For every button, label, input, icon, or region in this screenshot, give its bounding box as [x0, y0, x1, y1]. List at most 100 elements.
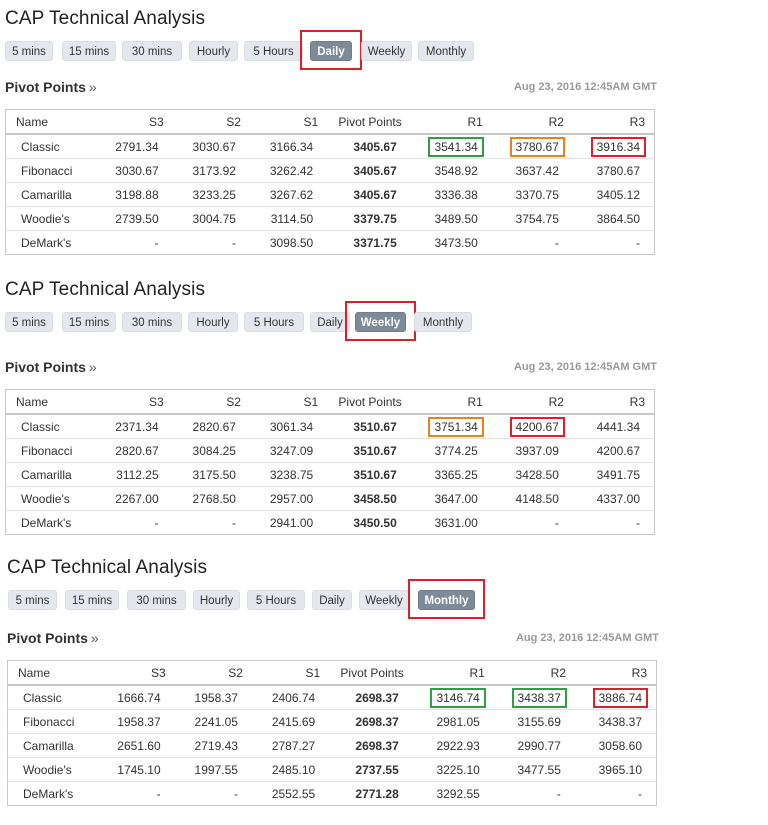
cell-value: 3637.42 [515, 163, 559, 178]
cell-value: 3548.92 [434, 163, 478, 178]
cell-value: 3438.37 [598, 714, 642, 729]
tab-15-mins[interactable]: 15 mins [65, 590, 119, 610]
cell-value: 3450.50 [353, 515, 397, 530]
cell-value: 3477.55 [517, 762, 561, 777]
cell-pivot-points: 3458.50 [327, 486, 411, 511]
pivot-points-heading[interactable]: Pivot Points» [5, 79, 97, 95]
tab-hourly[interactable]: Hourly [189, 41, 238, 61]
cell-value: Camarilla [21, 467, 72, 482]
tab-daily[interactable]: Daily [312, 590, 352, 610]
cell-s2: 2768.50 [172, 486, 250, 511]
tab-daily[interactable]: Daily [310, 312, 350, 332]
table-row: Fibonacci 3030.67 3173.92 3262.42 3405.67 354… [5, 158, 655, 183]
cell-value: 2485.10 [271, 762, 316, 777]
tab-5-mins[interactable]: 5 mins [5, 41, 53, 61]
pivot-points-heading[interactable]: Pivot Points» [5, 359, 97, 375]
cell-s1: 2957.00 [249, 486, 328, 511]
cell-value: - [233, 786, 238, 801]
row-name: Woodie's [7, 757, 98, 782]
cell-value: Classic [21, 419, 60, 434]
tab-30-mins[interactable]: 30 mins [122, 312, 182, 332]
cell-value: 3405.67 [353, 187, 397, 202]
tab-monthly[interactable]: Monthly [414, 312, 472, 332]
pivot-points-heading[interactable]: Pivot Points» [7, 630, 99, 646]
cell-value: 3267.62 [269, 187, 314, 202]
table-body: Classic 1666.74 1958.37 2406.74 2698.37 3146.… [7, 685, 657, 806]
cell-pivot-points: 3405.67 [327, 158, 411, 183]
table-header: Name S3 S2 S1 Pivot Points R1 R2 R3 [5, 109, 655, 135]
cell-s3: 1666.74 [97, 685, 175, 710]
cell-r3: 3916.34 [572, 134, 655, 159]
cell-value: 2768.50 [192, 491, 236, 506]
expand-arrow-icon: » [88, 359, 97, 375]
tab-weekly[interactable]: Weekly [361, 41, 412, 61]
cell-value: 2771.28 [355, 786, 399, 801]
cell-value: 3146.74 [430, 687, 486, 708]
cell-value: 3754.75 [515, 211, 559, 226]
cell-value: 3510.67 [353, 419, 397, 434]
pivot-points-table: Name S3 S2 S1 Pivot Points R1 R2 R3 Classic 1666.… [7, 660, 657, 806]
cell-value: 3473.50 [434, 235, 478, 250]
cell-value: 2820.67 [192, 419, 236, 434]
cell-r3: 3886.74 [574, 685, 657, 710]
cell-value: 1997.55 [194, 762, 238, 777]
column-header-s3: S3 [95, 109, 173, 135]
pivot-points-label: Pivot Points [5, 359, 86, 375]
tab-hourly[interactable]: Hourly [188, 312, 238, 332]
cell-r1: 3146.74 [412, 685, 494, 710]
cell-r1: 3292.55 [413, 782, 494, 806]
timeframe-tabs: 5 mins 15 mins 30 mins Hourly 5 Hours Daily We… [8, 579, 488, 619]
cell-value: 2241.05 [194, 714, 238, 729]
timeframe-tabs: 5 mins 15 mins 30 mins Hourly 5 Hours Daily We… [5, 301, 485, 341]
cell-value: 3155.69 [517, 714, 561, 729]
cell-value: 3233.25 [192, 187, 236, 202]
tab-monthly[interactable]: Monthly [418, 41, 474, 61]
table-body: Classic 2371.34 2820.67 3061.34 3510.67 3751.… [5, 414, 655, 535]
tab-15-mins[interactable]: 15 mins [62, 41, 116, 61]
cell-s2: 3084.25 [172, 438, 250, 463]
column-header-s3: S3 [97, 660, 175, 686]
active-tab-highlight-box [408, 579, 485, 619]
cell-value: Fibonacci [23, 714, 75, 729]
cell-s3: 1745.10 [97, 757, 175, 782]
cell-pivot-points: 3510.67 [327, 438, 411, 463]
cell-value: 3058.60 [598, 738, 642, 753]
cell-r1: 3336.38 [410, 182, 492, 207]
tab-weekly[interactable]: Weekly [359, 590, 409, 610]
cell-value: 2406.74 [271, 690, 316, 705]
tab-daily[interactable]: Daily [310, 41, 352, 61]
cell-value: Woodie's [21, 491, 70, 506]
cell-pivot-points: 3405.67 [327, 182, 411, 207]
table-row: Woodie's 1745.10 1997.55 2485.10 2737.55 3225… [7, 757, 657, 782]
row-name: Woodie's [5, 206, 96, 231]
cell-value: 3262.42 [269, 163, 314, 178]
pivot-points-label: Pivot Points [5, 79, 86, 95]
tab-monthly[interactable]: Monthly [418, 590, 475, 610]
cell-value: 3365.25 [434, 467, 478, 482]
tab-30-mins[interactable]: 30 mins [127, 590, 186, 610]
cell-value: 3631.00 [434, 515, 478, 530]
tab-5-mins[interactable]: 5 mins [5, 312, 53, 332]
cell-s3: 2791.34 [95, 134, 173, 159]
tab-hourly[interactable]: Hourly [193, 590, 240, 610]
cell-value: - [636, 515, 640, 530]
cell-pivot-points: 3510.67 [327, 462, 411, 487]
cell-r1: 3473.50 [411, 231, 492, 255]
cell-s2: 3233.25 [172, 182, 250, 207]
tab-5-mins[interactable]: 5 mins [8, 590, 57, 610]
tab-15-mins[interactable]: 15 mins [62, 312, 116, 332]
cell-value: - [556, 786, 561, 801]
column-header-s2: S2 [172, 109, 250, 135]
technical-analysis-panel: CAP Technical Analysis 5 mins 15 mins 30 mi… [5, 8, 657, 259]
cell-r1: 3489.50 [410, 206, 492, 231]
tab-30-mins[interactable]: 30 mins [122, 41, 182, 61]
column-header-r3: R3 [574, 660, 657, 686]
tab-5-hours[interactable]: 5 Hours [244, 41, 303, 61]
cell-value: 3458.50 [353, 491, 397, 506]
cell-value: 3438.37 [511, 687, 567, 708]
tab-5-hours[interactable]: 5 Hours [247, 590, 305, 610]
tab-weekly[interactable]: Weekly [355, 312, 406, 332]
tab-5-hours[interactable]: 5 Hours [244, 312, 304, 332]
cell-r3: - [573, 231, 655, 255]
cell-value: 2739.50 [115, 211, 159, 226]
